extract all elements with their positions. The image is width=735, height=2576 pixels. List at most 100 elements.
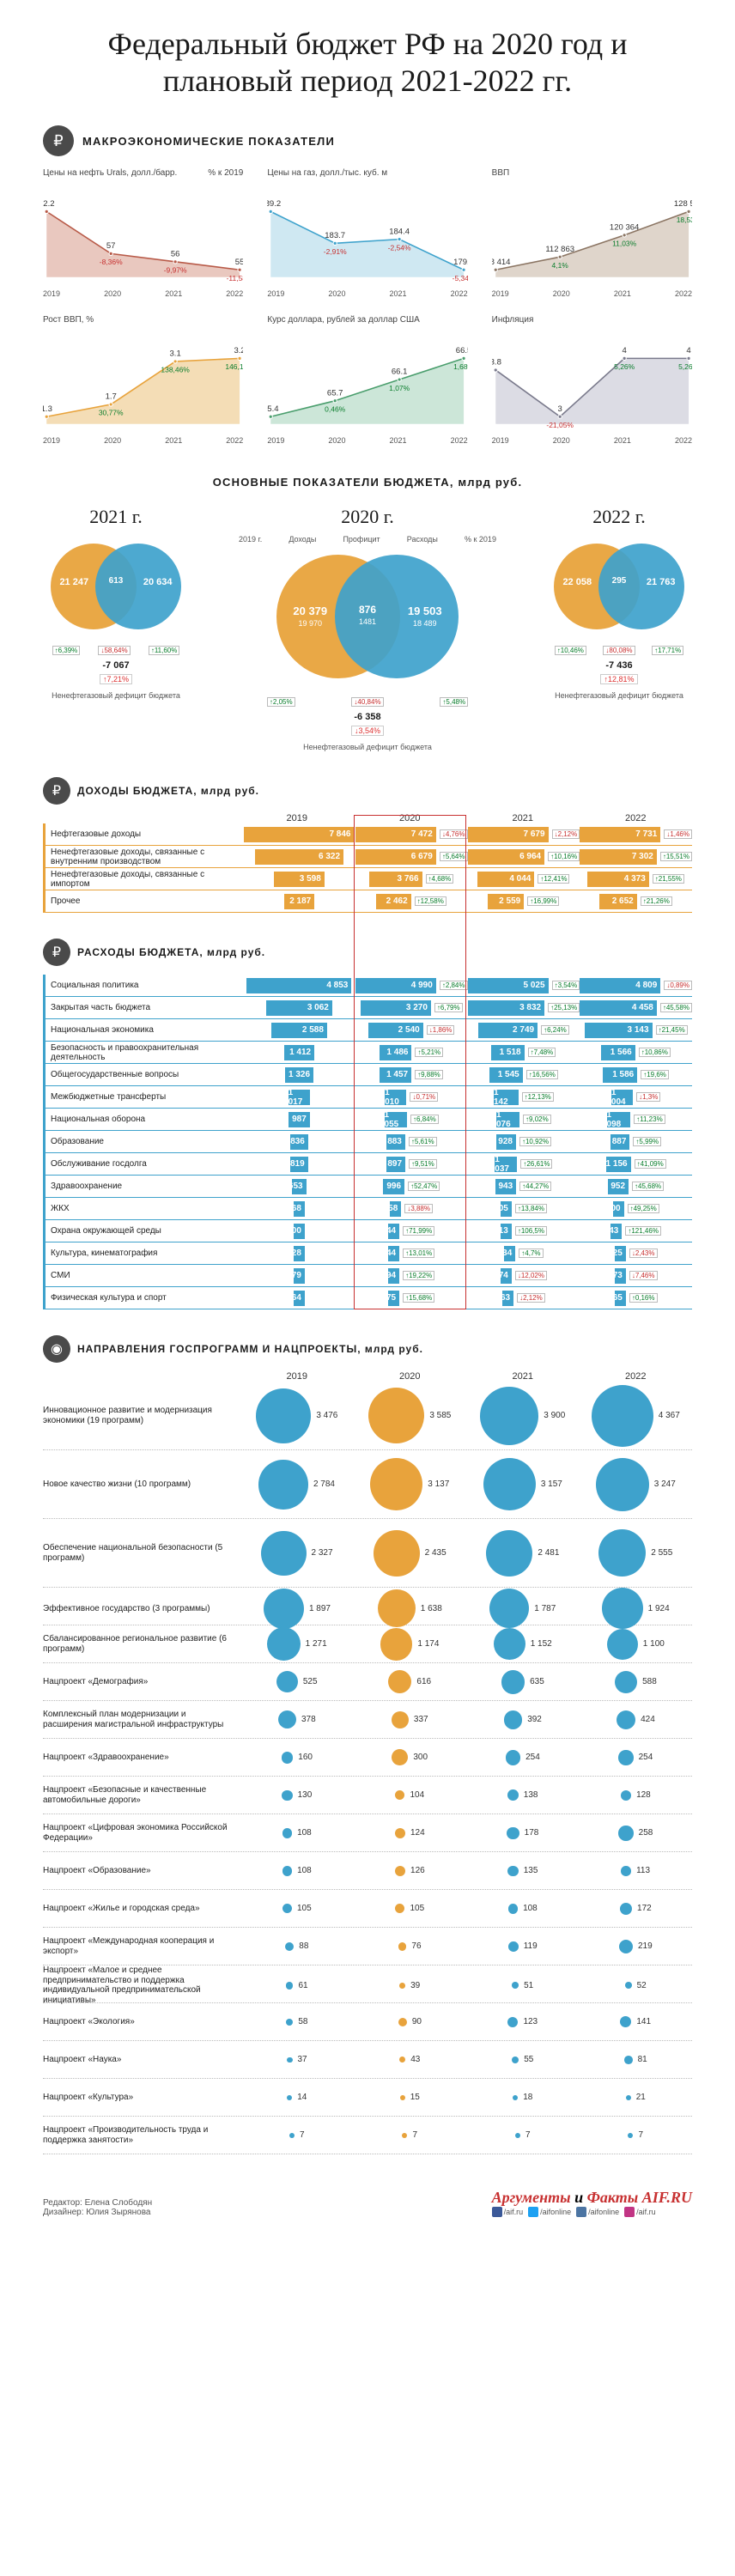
svg-text:22 058: 22 058: [562, 577, 592, 587]
programs-icon: ◉: [43, 1335, 70, 1363]
svg-text:1,07%: 1,07%: [389, 384, 410, 392]
svg-text:3.8: 3.8: [492, 358, 501, 368]
bubble-row-15: Нацпроект «Наука»37435581: [43, 2041, 692, 2079]
bubble-row-0: Инновационное развитие и модернизация эк…: [43, 1382, 692, 1450]
svg-text:62.2: 62.2: [43, 199, 55, 209]
svg-text:30,77%: 30,77%: [99, 409, 124, 417]
svg-text:146,15%: 146,15%: [225, 362, 243, 371]
svg-text:613: 613: [109, 576, 124, 586]
bubble-row-12: Нацпроект «Международная кооперация и эк…: [43, 1928, 692, 1965]
svg-text:-9,97%: -9,97%: [164, 266, 187, 275]
svg-text:189.2: 189.2: [267, 199, 281, 209]
venn-left: 2021 г. 21 247 20 634 613 ↑6,39% ↓58,64%…: [43, 506, 189, 700]
svg-text:18,53%: 18,53%: [676, 216, 692, 224]
svg-text:5,26%: 5,26%: [678, 362, 692, 371]
page-title: Федеральный бюджет РФ на 2020 год и план…: [43, 26, 692, 100]
svg-text:876: 876: [359, 604, 376, 616]
expense-heading: ₽ РАСХОДЫ БЮДЖЕТА, млрд руб.: [43, 939, 692, 966]
svg-text:295: 295: [612, 576, 627, 586]
svg-text:-2,54%: -2,54%: [388, 244, 411, 252]
footer: Редактор: Елена Слободян Дизайнер: Юлия …: [43, 2189, 692, 2217]
svg-text:1481: 1481: [359, 617, 376, 626]
svg-text:56: 56: [171, 250, 180, 259]
svg-text:21 763: 21 763: [647, 577, 676, 587]
svg-text:3.2: 3.2: [234, 346, 243, 355]
exp-row-14: Физическая культура и спорт6475↑15,68%63…: [43, 1287, 692, 1309]
exp-row-12: Культура, кинематография128144↑13,01%134…: [43, 1242, 692, 1265]
svg-text:120 364: 120 364: [610, 223, 640, 233]
exp-row-6: Национальная оборона9871 055↑6,84%1 076↑…: [43, 1109, 692, 1131]
svg-text:138,46%: 138,46%: [161, 366, 190, 374]
exp-row-10: ЖКХ268258↓3,88%305↑13,84%400↑49,25%: [43, 1198, 692, 1220]
svg-text:20 634: 20 634: [143, 577, 173, 587]
inc-row-3: Прочее2 1872 462↑12,58%2 559↑16,99%2 652…: [43, 890, 692, 913]
bubble-row-9: Нацпроект «Цифровая экономика Российской…: [43, 1814, 692, 1852]
bubble-heading: ◉ НАПРАВЛЕНИЯ ГОСПРОГРАММ И НАЦПРОЕКТЫ, …: [43, 1335, 692, 1363]
macro-chart-3: Рост ВВП, % 1.31.730,77%3.1138,46%3.2146…: [43, 315, 243, 445]
svg-text:184.4: 184.4: [390, 228, 411, 237]
svg-text:3: 3: [557, 404, 562, 414]
svg-text:66.5: 66.5: [456, 346, 468, 355]
svg-text:4: 4: [622, 346, 627, 355]
venn-heading: ОСНОВНЫЕ ПОКАЗАТЕЛИ БЮДЖЕТА, млрд руб.: [43, 476, 692, 489]
svg-text:18 489: 18 489: [413, 619, 437, 628]
income-icon: ₽: [43, 777, 70, 805]
exp-row-3: Безопасность и правоохранительная деятел…: [43, 1042, 692, 1064]
bubble-row-4: Сбалансированное региональное развитие (…: [43, 1625, 692, 1663]
exp-row-1: Закрытая часть бюджета3 0623 270↑6,79%3 …: [43, 997, 692, 1019]
svg-text:1.3: 1.3: [43, 404, 52, 414]
bubble-row-16: Нацпроект «Культура»14151821: [43, 2079, 692, 2117]
svg-text:-11,58%: -11,58%: [227, 274, 244, 283]
svg-text:179.1: 179.1: [453, 258, 467, 267]
svg-text:57: 57: [106, 241, 116, 251]
svg-text:-8,36%: -8,36%: [100, 258, 123, 266]
svg-text:65.4: 65.4: [267, 404, 279, 414]
svg-text:5,26%: 5,26%: [614, 362, 635, 371]
svg-text:4,1%: 4,1%: [551, 261, 568, 270]
svg-text:-21,05%: -21,05%: [546, 421, 574, 429]
bubble-row-11: Нацпроект «Жилье и городская среда»10510…: [43, 1890, 692, 1928]
ruble-icon: ₽: [43, 125, 74, 156]
macro-chart-4: Курс доллара, рублей за доллар США 65.46…: [267, 315, 467, 445]
exp-row-4: Общегосударственные вопросы1 3261 457↑9,…: [43, 1064, 692, 1086]
svg-text:-5,34%: -5,34%: [453, 274, 468, 283]
macro-chart-0: Цены на нефть Urals, долл./барр.% к 2019…: [43, 168, 243, 298]
svg-text:3.1: 3.1: [170, 349, 181, 359]
bubble-row-8: Нацпроект «Безопасные и качественные авт…: [43, 1777, 692, 1814]
bubble-row-10: Нацпроект «Образование»108126135113: [43, 1852, 692, 1890]
exp-row-11: Охрана окружающей среды200344↑71,99%413↑…: [43, 1220, 692, 1242]
macro-chart-5: Инфляция 3.83-21,05%45,26%45,26% 2019202…: [492, 315, 692, 445]
macro-chart-1: Цены на газ, долл./тыс. куб. м 189.2183.…: [267, 168, 467, 298]
bubble-row-14: Нацпроект «Экология»5890123141: [43, 2003, 692, 2041]
svg-text:128 508: 128 508: [674, 199, 692, 209]
svg-text:1.7: 1.7: [106, 392, 117, 402]
svg-text:19 503: 19 503: [408, 605, 442, 617]
venn-right: 2022 г. 22 058 21 763 295 ↑10,46% ↓80,08…: [546, 506, 692, 700]
svg-text:19 970: 19 970: [299, 619, 323, 628]
svg-text:112 863: 112 863: [545, 245, 574, 254]
expense-icon: ₽: [43, 939, 70, 966]
bubble-row-2: Обеспечение национальной безопасности (5…: [43, 1519, 692, 1588]
exp-row-13: СМИ7994↑19,22%74↓12,02%73↓7,46%: [43, 1265, 692, 1287]
inc-row-1: Ненефтегазовые доходы, связанные с внутр…: [43, 846, 692, 868]
bubble-row-17: Нацпроект «Производительность труда и по…: [43, 2117, 692, 2154]
svg-text:1,68%: 1,68%: [453, 362, 467, 371]
svg-text:0,46%: 0,46%: [325, 405, 346, 414]
bubble-row-3: Эффективное государство (3 программы)1 8…: [43, 1588, 692, 1625]
svg-text:55: 55: [235, 258, 244, 267]
macro-heading: ₽ МАКРОЭКОНОМИЧЕСКИЕ ПОКАЗАТЕЛИ: [43, 125, 692, 156]
svg-text:-2,91%: -2,91%: [324, 247, 347, 256]
bubble-row-6: Комплексный план модернизации и расширен…: [43, 1701, 692, 1739]
exp-row-5: Межбюджетные трансферты1 0171 010↓0,71%1…: [43, 1086, 692, 1109]
exp-row-0: Социальная политика4 8534 990↑2,84%5 025…: [43, 975, 692, 997]
venn-big: 2020 г. 2019 г.ДоходыПрофицитРасходы% к …: [239, 506, 496, 751]
svg-text:11,03%: 11,03%: [612, 240, 637, 248]
exp-row-9: Здравоохранение653996↑52,47%943↑44,27%95…: [43, 1176, 692, 1198]
svg-text:108 414: 108 414: [492, 258, 511, 267]
svg-text:66.1: 66.1: [392, 368, 408, 377]
exp-row-2: Национальная экономика2 5882 540↓1,86%2 …: [43, 1019, 692, 1042]
income-heading: ₽ ДОХОДЫ БЮДЖЕТА, млрд руб.: [43, 777, 692, 805]
macro-chart-2: ВВП 108 414112 8634,1%120 36411,03%128 5…: [492, 168, 692, 298]
svg-text:4: 4: [686, 346, 691, 355]
exp-row-8: Обслуживание госдолга819897↑9,51%1 037↑2…: [43, 1153, 692, 1176]
